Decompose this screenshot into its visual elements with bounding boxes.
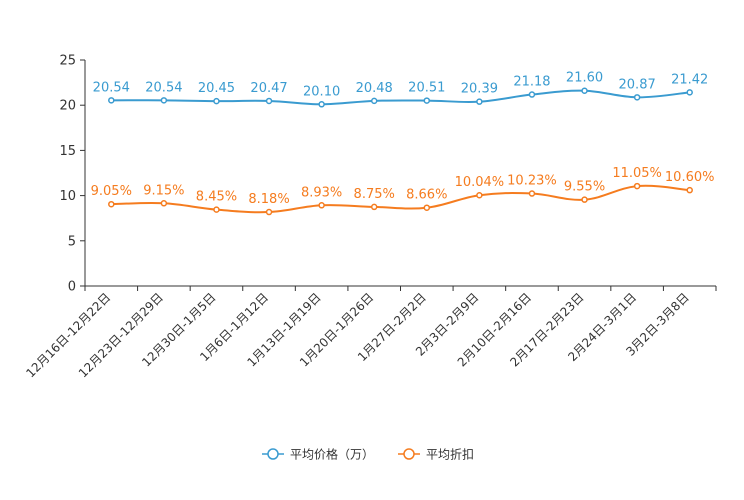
y-tick-label: 25 xyxy=(59,54,76,69)
axes: 051015202512月16日-12月22日12月23日-12月29日12月3… xyxy=(23,54,717,380)
data-point xyxy=(476,191,483,199)
data-point xyxy=(213,206,220,213)
y-tick-label: 15 xyxy=(59,144,76,159)
data-label: 10.04% xyxy=(455,175,505,190)
series-points xyxy=(108,87,693,216)
data-point xyxy=(160,200,168,207)
data-point xyxy=(476,98,483,105)
data-point xyxy=(528,91,536,98)
data-point xyxy=(423,97,431,104)
data-label: 9.55% xyxy=(564,180,605,195)
data-point xyxy=(265,97,273,105)
data-point xyxy=(265,208,273,216)
data-point xyxy=(423,204,431,211)
data-label: 20.48 xyxy=(356,81,393,96)
data-label: 8.75% xyxy=(354,187,395,202)
data-label: 9.05% xyxy=(91,184,132,199)
y-tick-label: 20 xyxy=(59,99,76,114)
data-label: 20.87 xyxy=(619,77,656,92)
data-label: 10.60% xyxy=(665,170,715,185)
data-label: 20.47 xyxy=(250,81,287,96)
legend-swatch-marker xyxy=(403,448,415,460)
data-label: 8.93% xyxy=(301,185,342,200)
data-point xyxy=(633,94,641,101)
data-point xyxy=(686,186,693,194)
series-lines xyxy=(111,89,690,214)
data-point xyxy=(528,190,536,197)
data-label: 20.39 xyxy=(461,82,498,97)
data-point xyxy=(581,196,588,203)
series-line-0 xyxy=(111,89,690,106)
data-label: 21.60 xyxy=(566,71,603,86)
data-point xyxy=(633,182,641,190)
legend-swatch-marker xyxy=(267,448,279,460)
legend: 平均价格（万） 平均折扣 xyxy=(262,447,474,462)
legend-label: 平均折扣 xyxy=(426,447,474,462)
data-label: 20.54 xyxy=(93,80,130,95)
data-label: 8.45% xyxy=(196,190,237,205)
data-label: 20.45 xyxy=(198,81,235,96)
data-point xyxy=(581,87,588,94)
data-label: 10.23% xyxy=(507,174,557,189)
data-label: 21.42 xyxy=(671,72,708,87)
data-point xyxy=(318,202,325,209)
data-label: 11.05% xyxy=(612,166,662,181)
data-point xyxy=(686,89,693,96)
data-label: 20.54 xyxy=(145,80,182,95)
data-label: 8.66% xyxy=(406,188,447,203)
y-tick-label: 5 xyxy=(68,234,76,249)
y-tick-label: 10 xyxy=(59,189,76,204)
series-line-1 xyxy=(111,184,690,214)
data-label: 21.18 xyxy=(513,75,550,90)
x-tick-label: 12月16日-12月22日 xyxy=(23,290,113,380)
data-point xyxy=(108,200,115,208)
y-tick-label: 0 xyxy=(68,280,76,295)
data-label: 20.10 xyxy=(303,84,340,99)
data-point xyxy=(213,97,220,105)
data-point xyxy=(108,97,115,104)
data-labels: 20.54 20.54 20.45 20.47 20.10 20.48 20.51 20.39… xyxy=(91,71,715,207)
data-label: 20.51 xyxy=(408,81,445,96)
data-point xyxy=(318,101,325,108)
data-point xyxy=(370,203,378,211)
data-label: 9.15% xyxy=(143,183,184,198)
legend-label: 平均价格（万） xyxy=(290,447,374,462)
data-label: 8.18% xyxy=(248,192,289,207)
data-point xyxy=(370,97,378,105)
data-point xyxy=(160,97,168,104)
